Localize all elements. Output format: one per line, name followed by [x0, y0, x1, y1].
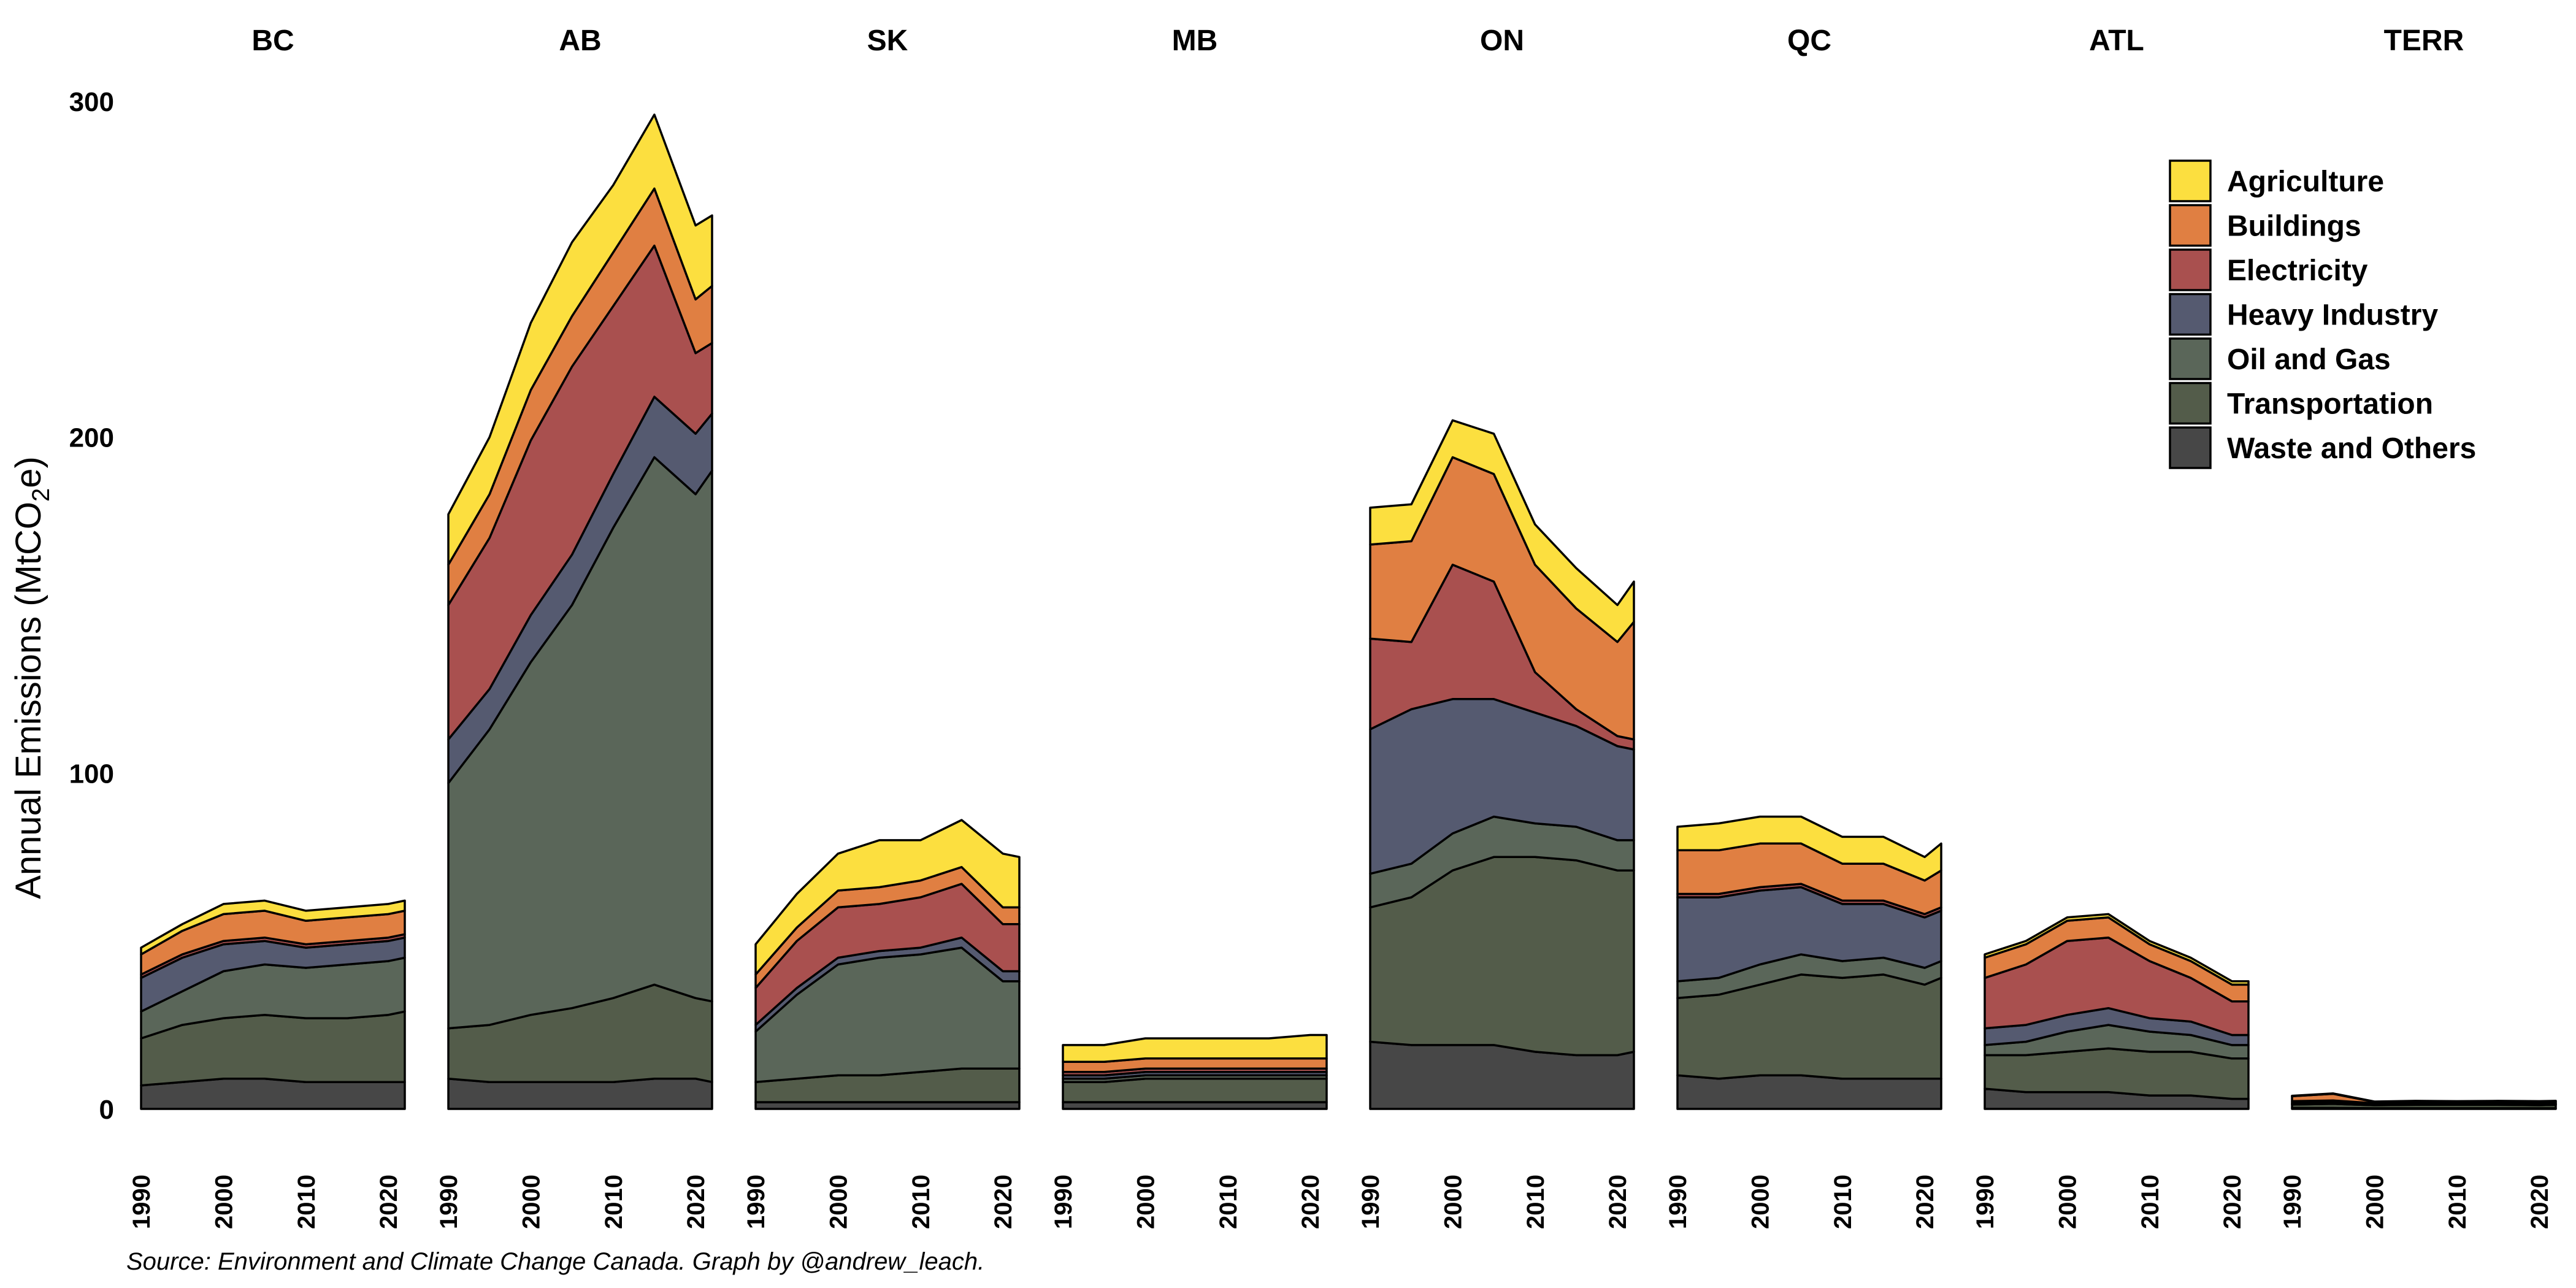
panel-atl: ATL 1990 2000 2010 2020	[1972, 25, 2250, 1229]
area-bc-agriculture	[140, 899, 406, 956]
panel-title-bc: BC	[251, 25, 294, 57]
panel-mb: MB 1990 2000 2010 2020	[1050, 25, 1328, 1229]
x-tick-label-on-2000: 2000	[1439, 1175, 1466, 1229]
legend-label-oil-and-gas: Oil and Gas	[2227, 343, 2391, 376]
legend-label-heavy-industry: Heavy Industry	[2227, 299, 2438, 332]
x-tick-label-mb-2000: 2000	[1132, 1175, 1159, 1229]
x-tick-label-on-2020: 2020	[1604, 1175, 1631, 1229]
y-tick-label-300: 300	[69, 87, 114, 117]
x-tick-label-terr-2010: 2010	[2444, 1175, 2471, 1229]
legend-label-buildings: Buildings	[2227, 210, 2361, 243]
x-tick-label-terr-2000: 2000	[2361, 1175, 2388, 1229]
x-tick-label-sk-2020: 2020	[990, 1175, 1017, 1229]
source-caption: Source: Environment and Climate Change C…	[126, 1248, 984, 1275]
x-tick-label-mb-2010: 2010	[1215, 1175, 1242, 1229]
x-tick-label-atl-1990: 1990	[1972, 1175, 1999, 1229]
area-sk-agriculture	[754, 819, 1021, 976]
panel-title-ab: AB	[559, 25, 601, 57]
legend-swatch-buildings	[2169, 204, 2212, 247]
legend-swatch-heavy-industry	[2169, 293, 2212, 336]
panel-title-qc: QC	[1787, 25, 1831, 57]
area-atl-agriculture	[1984, 913, 2250, 986]
area-qc-agriculture	[1676, 815, 1942, 882]
y-axis-label-prefix: Annual Emissions (MtCO	[9, 502, 48, 899]
y-axis-label-subscript: 2	[28, 488, 55, 502]
legend-swatch-transportation	[2169, 381, 2212, 425]
area-ab-waste-and-others	[447, 1077, 713, 1110]
area-on-agriculture	[1369, 419, 1635, 643]
x-tick-label-terr-2020: 2020	[2526, 1175, 2553, 1229]
x-tick-label-bc-2010: 2010	[293, 1175, 320, 1229]
legend-label-transportation: Transportation	[2227, 388, 2433, 421]
x-tick-label-ab-2000: 2000	[518, 1175, 545, 1229]
x-tick-label-ab-2020: 2020	[683, 1175, 710, 1229]
x-tick-label-on-1990: 1990	[1357, 1175, 1384, 1229]
y-axis-label-suffix: e)	[9, 456, 48, 488]
x-tick-label-qc-2000: 2000	[1747, 1175, 1774, 1229]
x-tick-label-sk-2010: 2010	[908, 1175, 935, 1229]
panel-on: ON 1990 2000 2010 2020	[1357, 25, 1635, 1229]
x-tick-label-bc-2000: 2000	[210, 1175, 237, 1229]
y-tick-label-100: 100	[69, 759, 114, 789]
x-tick-label-qc-1990: 1990	[1665, 1175, 1692, 1229]
y-axis-label: Annual Emissions (MtCO2e)	[9, 456, 55, 899]
y-tick-label-0: 0	[99, 1095, 114, 1125]
x-tick-label-qc-2020: 2020	[1912, 1175, 1939, 1229]
x-tick-label-ab-2010: 2010	[600, 1175, 627, 1229]
panel-sk: SK 1990 2000 2010 2020	[743, 25, 1021, 1229]
facet-panels: BC 1990 2000 2010 2020 AB 1990 2000 2010 2020 SK 19…	[128, 25, 2557, 1229]
panel-terr: TERR 1990 2000 2010 2020	[2279, 25, 2557, 1229]
x-tick-label-mb-1990: 1990	[1050, 1175, 1077, 1229]
x-tick-label-mb-2020: 2020	[1297, 1175, 1324, 1229]
x-tick-label-atl-2020: 2020	[2219, 1175, 2246, 1229]
panel-title-on: ON	[1480, 25, 1524, 57]
area-qc-waste-and-others	[1676, 1074, 1942, 1110]
panel-title-terr: TERR	[2384, 25, 2464, 57]
legend-swatch-waste-and-others	[2169, 426, 2212, 469]
panel-ab: AB 1990 2000 2010 2020	[435, 25, 713, 1229]
area-ab-agriculture	[447, 113, 713, 566]
panel-qc: QC 1990 2000 2010 2020	[1665, 25, 1942, 1229]
x-tick-label-ab-1990: 1990	[435, 1175, 462, 1229]
x-tick-label-bc-1990: 1990	[128, 1175, 155, 1229]
legend: Agriculture Buildings Electricity Heavy Ind…	[2169, 159, 2476, 469]
x-tick-label-sk-1990: 1990	[743, 1175, 770, 1229]
legend-label-agriculture: Agriculture	[2227, 166, 2384, 198]
y-axis: 0 100 200 300	[69, 87, 114, 1125]
panel-title-sk: SK	[867, 25, 908, 57]
x-tick-label-sk-2000: 2000	[825, 1175, 852, 1229]
x-tick-label-atl-2000: 2000	[2054, 1175, 2081, 1229]
legend-swatch-oil-and-gas	[2169, 337, 2212, 380]
legend-label-waste-and-others: Waste and Others	[2227, 432, 2476, 465]
x-tick-label-on-2010: 2010	[1522, 1175, 1549, 1229]
area-terr-agriculture	[2291, 1092, 2557, 1103]
area-mb-agriculture	[1062, 1033, 1328, 1064]
x-tick-label-atl-2010: 2010	[2137, 1175, 2164, 1229]
legend-swatch-electricity	[2169, 248, 2212, 291]
x-tick-label-bc-2020: 2020	[375, 1175, 402, 1229]
panel-title-atl: ATL	[2089, 25, 2144, 57]
x-tick-label-terr-1990: 1990	[2279, 1175, 2306, 1229]
y-tick-label-200: 200	[69, 423, 114, 453]
legend-swatch-agriculture	[2169, 159, 2212, 202]
legend-label-electricity: Electricity	[2227, 255, 2368, 287]
panel-bc: BC 1990 2000 2010 2020	[128, 25, 406, 1229]
x-tick-label-qc-2010: 2010	[1830, 1175, 1857, 1229]
panel-title-mb: MB	[1172, 25, 1218, 57]
